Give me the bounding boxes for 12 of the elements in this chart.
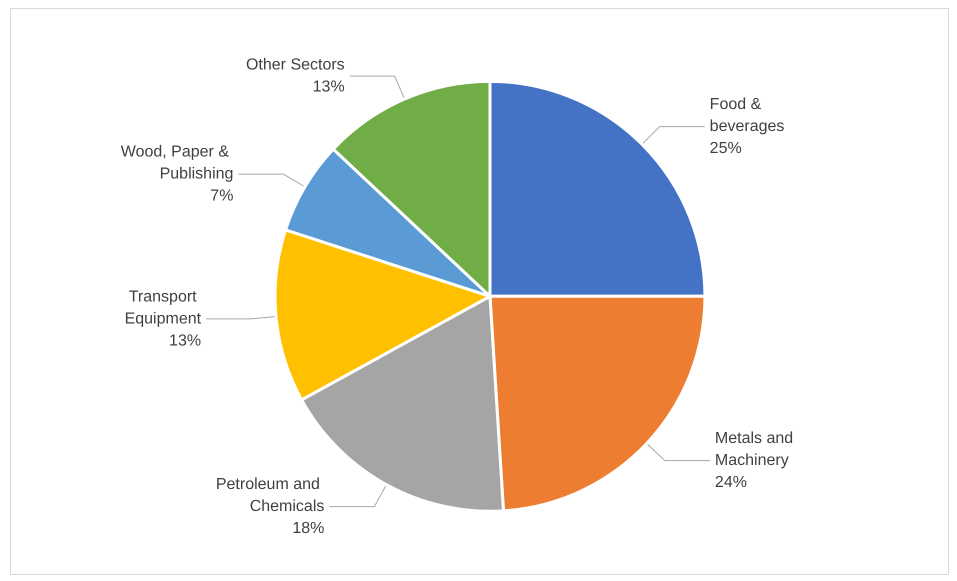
slice-label: Wood, Paper & Publishing <box>120 144 234 183</box>
data-label: 18% <box>292 520 324 538</box>
slice-label: Metals and Machinery <box>714 430 798 470</box>
data-label: 24% <box>714 474 747 492</box>
data-label: 13% <box>169 332 202 350</box>
slice-label: Transport Equipment <box>124 288 202 328</box>
slice-label: Other Sectors <box>246 56 345 74</box>
data-label: 13% <box>312 78 345 96</box>
slice-label: Petroleum and Chemicals <box>216 476 324 516</box>
data-label: 7% <box>210 188 234 205</box>
data-label: 25% <box>710 140 742 158</box>
slice-label: Food & beverages <box>710 96 784 136</box>
